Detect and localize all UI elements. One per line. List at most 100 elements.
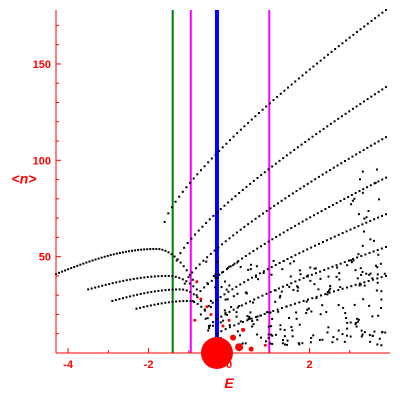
data-point (290, 83, 293, 86)
data-point (270, 273, 273, 276)
data-point (373, 218, 376, 221)
data-point (112, 253, 115, 256)
data-point (306, 248, 309, 251)
data-point (328, 289, 331, 292)
data-point (196, 302, 199, 305)
data-point (208, 218, 211, 221)
data-point (182, 300, 185, 303)
data-point (219, 208, 222, 211)
data-point (239, 228, 242, 231)
data-point (279, 328, 282, 331)
data-point (171, 288, 174, 291)
data-point (374, 17, 377, 20)
data-point (376, 248, 379, 251)
data-point (188, 282, 191, 285)
data-point (252, 179, 255, 182)
data-point (366, 186, 369, 189)
data-point (267, 325, 270, 328)
data-point (314, 267, 317, 270)
data-point (132, 294, 135, 297)
data-point (188, 273, 191, 276)
data-point (136, 293, 139, 296)
data-point (179, 252, 182, 255)
data-point (160, 302, 163, 305)
data-point (157, 289, 160, 292)
data-point (238, 304, 241, 307)
data-point (347, 259, 350, 262)
data-point (356, 320, 359, 323)
data-point (255, 265, 258, 268)
data-point (161, 248, 164, 251)
data-point (336, 164, 339, 167)
data-point (311, 297, 314, 300)
data-point (168, 288, 170, 291)
data-point (236, 330, 239, 333)
data-point (363, 284, 366, 287)
data-point (206, 317, 209, 320)
data-point (150, 275, 153, 278)
data-point (329, 284, 332, 287)
data-point (267, 240, 270, 243)
data-point (363, 217, 366, 220)
data-point (257, 296, 260, 299)
data-point (377, 180, 380, 183)
data-point (132, 277, 135, 280)
data-point (295, 317, 298, 320)
data-point (371, 278, 374, 281)
data-point (254, 115, 257, 118)
data-point (319, 270, 322, 273)
data-point (207, 304, 210, 307)
data-point (360, 329, 363, 332)
data-point (309, 279, 312, 282)
data-point (343, 197, 346, 200)
data-point (297, 77, 300, 80)
y-axis-label: <n> (12, 170, 37, 186)
data-point (333, 235, 336, 238)
data-point (361, 244, 364, 247)
data-point (290, 227, 293, 230)
data-point (220, 330, 223, 333)
data-point (250, 118, 253, 121)
data-point (372, 239, 375, 242)
data-point (115, 252, 118, 255)
red-marker (235, 343, 244, 352)
data-point (203, 286, 206, 289)
data-point (209, 306, 212, 309)
data-point (350, 285, 353, 288)
data-point (269, 311, 272, 314)
data-point (178, 300, 181, 303)
data-point (287, 86, 290, 89)
data-point (254, 275, 257, 278)
data-point (114, 299, 117, 302)
data-point (261, 294, 264, 297)
data-point (122, 279, 125, 282)
data-point (282, 260, 285, 263)
data-point (176, 258, 179, 261)
data-point (376, 343, 379, 346)
data-point (343, 340, 346, 343)
data-point (267, 311, 270, 314)
red-marker (205, 305, 209, 309)
data-point (240, 304, 243, 307)
data-point (222, 319, 225, 322)
data-point (356, 256, 359, 259)
data-point (214, 153, 217, 156)
data-point (337, 45, 340, 48)
data-point (249, 317, 252, 320)
data-point (232, 295, 235, 298)
data-point (344, 112, 347, 115)
data-point (185, 289, 188, 292)
data-point (194, 267, 197, 270)
y-tick-label: 150 (33, 59, 51, 71)
data-point (271, 317, 274, 320)
data-point (319, 59, 322, 62)
data-point (221, 146, 224, 149)
data-point (167, 251, 170, 254)
data-point (241, 342, 244, 345)
data-point (200, 305, 203, 308)
data-point (181, 190, 184, 193)
data-point (271, 334, 274, 337)
data-point (346, 327, 349, 330)
data-point (178, 288, 181, 291)
data-point (357, 253, 360, 256)
